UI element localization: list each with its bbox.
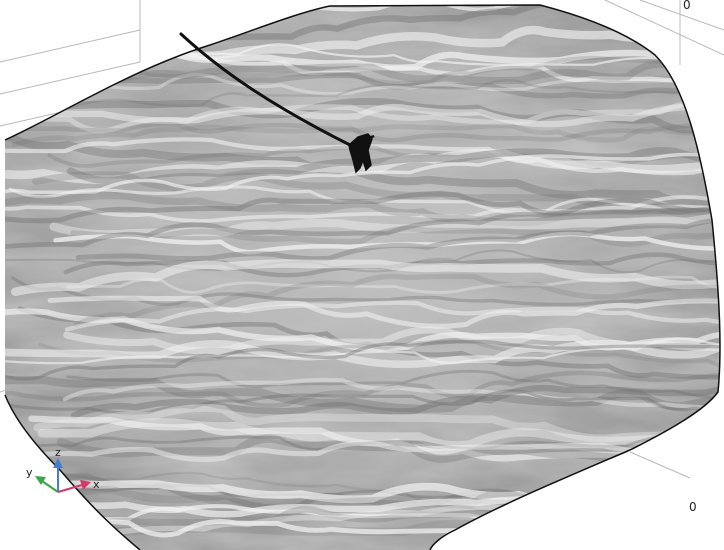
triad-label-x: x xyxy=(93,478,100,491)
triad-label-z: z xyxy=(55,446,61,459)
orientation-triad: z y x xyxy=(26,446,100,493)
tether-line-icon[interactable] xyxy=(179,32,354,148)
x-arrow-icon xyxy=(80,480,91,490)
triad-label-y: y xyxy=(26,466,33,479)
tick-label-top-right: 0 xyxy=(683,0,691,12)
y-arrow-icon xyxy=(35,476,46,485)
z-arrow-icon xyxy=(53,458,63,468)
surface-outline xyxy=(4,4,721,550)
tick-label-front-right: 0 xyxy=(689,500,697,514)
probe-object-icon[interactable] xyxy=(348,133,375,174)
